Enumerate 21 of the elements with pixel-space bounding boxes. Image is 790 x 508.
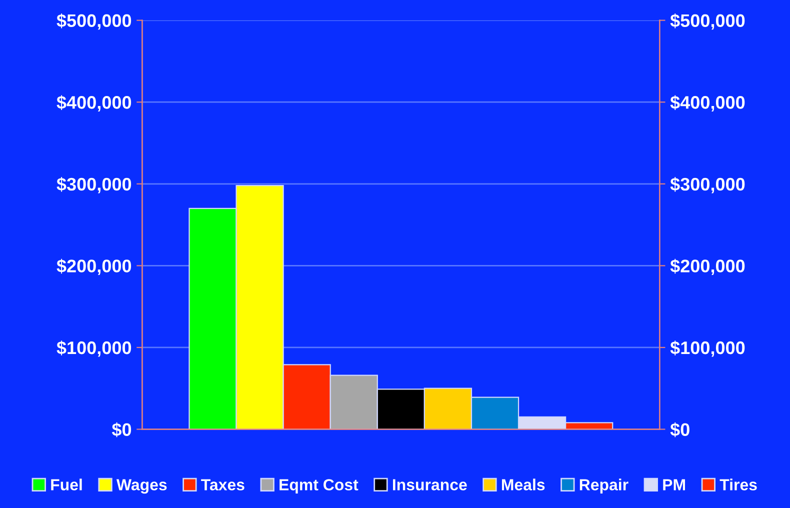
y2-tick-label: $0 — [670, 422, 690, 438]
legend-label: Eqmt Cost — [280, 479, 358, 494]
legend-label: Taxes — [201, 479, 244, 490]
legend-label: Fuel — [51, 478, 82, 490]
legend-label: Insurance — [392, 479, 467, 490]
legend-label: Tires — [720, 478, 757, 490]
y-tick-label: $400,000 — [56, 95, 132, 112]
y-tick-label: $300,000 — [56, 177, 132, 194]
y2-tick-label: $400,000 — [670, 95, 745, 112]
legend-label: Meals — [502, 478, 545, 490]
y-tick-label: $100,000 — [56, 340, 132, 357]
y-tick-label: $200,000 — [56, 258, 132, 276]
y2-tick-label: $300,000 — [670, 177, 745, 194]
legend-label: Wages — [116, 479, 167, 494]
legend-label: PM — [663, 479, 685, 490]
y-tick-label: $500,000 — [56, 13, 132, 30]
y-tick-label: $0 — [112, 422, 132, 438]
y2-tick-label: $200,000 — [670, 258, 745, 276]
legend-label: Repair — [580, 478, 628, 494]
y2-tick-label: $100,000 — [670, 340, 745, 357]
y2-tick-label: $500,000 — [670, 13, 745, 30]
